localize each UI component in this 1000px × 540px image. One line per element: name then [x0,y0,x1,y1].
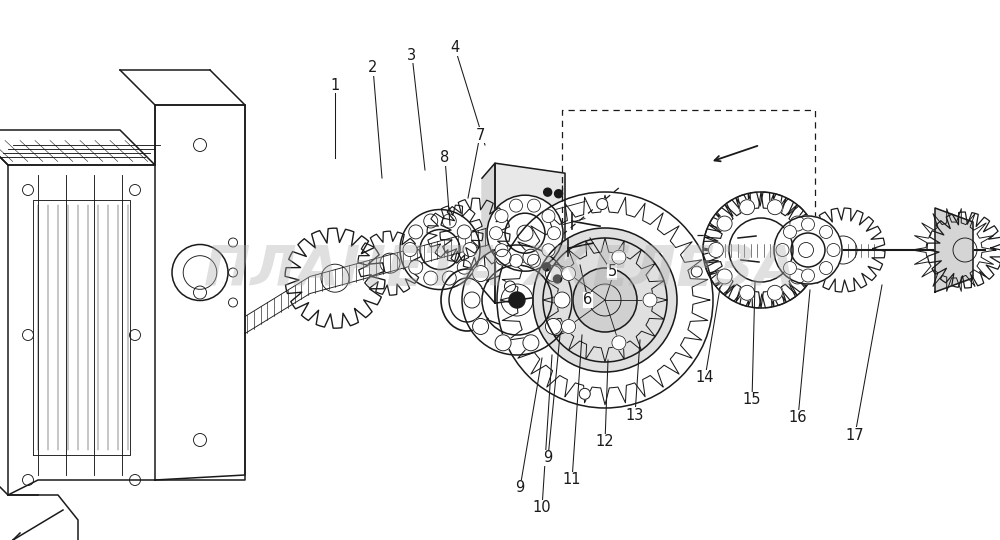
Circle shape [555,190,563,198]
Circle shape [548,227,560,240]
Circle shape [495,249,511,265]
Circle shape [542,244,555,256]
Circle shape [740,200,755,215]
Text: 1: 1 [330,78,340,92]
Circle shape [487,195,563,271]
Circle shape [424,271,438,285]
Text: 15: 15 [743,393,761,408]
Circle shape [554,292,570,308]
Circle shape [553,275,561,283]
Circle shape [820,226,833,239]
Text: 3: 3 [407,48,417,63]
Text: 7: 7 [475,127,485,143]
Polygon shape [495,163,565,303]
Circle shape [504,281,515,292]
Circle shape [510,254,523,267]
Circle shape [708,242,723,258]
Circle shape [523,249,539,265]
Circle shape [783,226,796,239]
Circle shape [495,210,508,222]
Circle shape [509,292,525,308]
Circle shape [798,242,813,258]
Circle shape [790,269,805,284]
Circle shape [495,244,508,256]
Circle shape [424,214,438,228]
Circle shape [612,250,626,264]
Circle shape [490,227,503,240]
Circle shape [783,261,796,274]
Text: 4: 4 [450,40,460,56]
Circle shape [527,199,540,212]
Circle shape [442,214,456,228]
Text: 13: 13 [626,408,644,422]
Circle shape [409,225,423,239]
Circle shape [767,285,782,300]
Circle shape [543,263,551,271]
Text: 14: 14 [696,370,714,386]
Circle shape [579,388,590,400]
Circle shape [473,266,489,281]
Circle shape [612,336,626,350]
Circle shape [457,260,471,274]
Text: 9: 9 [543,450,553,465]
Circle shape [457,225,471,239]
Circle shape [717,269,732,284]
Text: 9: 9 [515,481,525,496]
Text: 17: 17 [846,428,864,442]
Text: 2: 2 [368,60,378,76]
Circle shape [527,254,540,267]
Circle shape [774,216,842,284]
Circle shape [544,188,552,196]
Circle shape [497,192,713,408]
Circle shape [802,218,814,231]
Text: ПЛАНЕТА ЖЕЛЕЗА: ПЛАНЕТА ЖЕЛЕЗА [204,243,796,297]
Circle shape [523,335,539,351]
Text: 8: 8 [440,151,450,165]
Circle shape [827,244,840,256]
Text: 5: 5 [607,265,617,280]
Text: 11: 11 [563,472,581,488]
Circle shape [442,271,456,285]
Text: 10: 10 [533,501,551,516]
Circle shape [802,269,814,282]
Circle shape [545,266,561,281]
Circle shape [691,266,702,277]
Circle shape [767,200,782,215]
Circle shape [790,216,805,231]
Text: 16: 16 [789,410,807,426]
Circle shape [533,228,677,372]
Polygon shape [482,163,495,303]
Circle shape [643,293,657,307]
Circle shape [473,319,489,334]
Circle shape [820,261,833,274]
Circle shape [717,216,732,231]
Circle shape [703,192,819,308]
Circle shape [463,242,477,256]
Circle shape [776,244,789,256]
Text: 6: 6 [583,293,593,307]
Circle shape [562,320,576,334]
Circle shape [597,199,608,210]
Circle shape [403,242,417,256]
Circle shape [462,245,572,355]
Circle shape [495,335,511,351]
Circle shape [562,267,576,281]
Circle shape [409,260,423,274]
Circle shape [542,210,555,222]
Circle shape [545,319,561,334]
Text: 12: 12 [596,435,614,449]
Circle shape [740,285,755,300]
Polygon shape [935,208,973,292]
Circle shape [510,199,523,212]
Circle shape [464,292,480,308]
Circle shape [573,268,637,332]
